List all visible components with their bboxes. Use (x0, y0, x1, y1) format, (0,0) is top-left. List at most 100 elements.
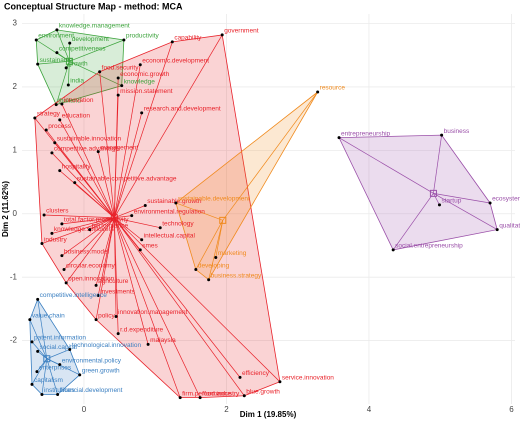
point-label: sustainable.growth (147, 198, 202, 205)
point-label: social.capital (40, 344, 78, 351)
point-label: competitiveness (59, 45, 106, 52)
point (34, 38, 38, 42)
point-label: clusters (46, 208, 69, 215)
point (44, 128, 48, 132)
point-label: environmental.regulation (134, 208, 206, 215)
centroid-link (433, 193, 440, 206)
point-label: sustainable (40, 57, 73, 64)
centroid-link (29, 319, 48, 359)
centroid-link (114, 217, 245, 396)
point-label: developing (198, 262, 230, 269)
y-tick-label: 2 (13, 82, 18, 91)
point (138, 63, 142, 67)
centroid-link (74, 182, 115, 218)
point (55, 51, 59, 55)
point-label: patent.information (34, 335, 86, 342)
point-label: capitalism (34, 377, 63, 384)
point (88, 228, 92, 232)
point-label: r.d.expenditure (120, 326, 163, 333)
centroid-link (67, 61, 70, 86)
x-tick-label: 0 (82, 405, 87, 414)
centroid-link (113, 112, 143, 218)
point-label: food.security (102, 64, 140, 71)
centroid-link (433, 193, 491, 204)
centroid-link (114, 217, 161, 229)
point-label: strategy (37, 111, 61, 118)
centroid-link (46, 358, 80, 376)
point (495, 228, 499, 232)
point-label: technology (162, 220, 194, 227)
point (58, 363, 62, 367)
centroid-link (114, 217, 241, 378)
point (120, 84, 124, 88)
point (58, 169, 62, 173)
point (140, 111, 144, 115)
point-label: knowledge.management (59, 23, 130, 30)
point (198, 396, 202, 400)
point (242, 394, 246, 398)
point-label: business.strategy (211, 272, 262, 279)
point (96, 294, 100, 298)
centroid-link (222, 91, 318, 221)
centroid-link (114, 34, 223, 218)
point (40, 242, 44, 246)
point-label: economic.development (142, 57, 209, 64)
point (28, 318, 32, 322)
point-label: industry (44, 236, 68, 243)
centroid-link (89, 217, 115, 230)
centroid-link (44, 214, 115, 219)
point (62, 268, 66, 272)
centroid-link (97, 151, 115, 218)
centroid-link (37, 299, 48, 359)
point (60, 254, 64, 258)
point-label: resource (320, 85, 346, 92)
centroid-link (51, 217, 115, 234)
point (138, 248, 142, 252)
point (116, 93, 120, 97)
y-tick-label: 1 (13, 145, 18, 154)
point (50, 231, 54, 235)
centroid-link (95, 217, 115, 286)
point (33, 116, 37, 120)
point-label: performance (92, 222, 129, 229)
centroid-link (208, 220, 224, 280)
point (238, 375, 242, 379)
point-label: smes (142, 243, 158, 250)
centroid-link (113, 217, 119, 334)
point (60, 222, 64, 226)
point-label: government (224, 28, 259, 35)
point (36, 349, 40, 353)
point-label: thailand (58, 97, 81, 104)
point (170, 40, 174, 44)
point (178, 396, 182, 400)
centroid-marker (43, 355, 51, 363)
point (488, 201, 492, 205)
y-tick-label: 0 (13, 209, 18, 218)
point-label: firm.performance (182, 390, 232, 397)
centroid-marker (110, 214, 118, 222)
point-label: value.chain (32, 312, 65, 319)
point (94, 318, 98, 322)
point (143, 204, 147, 208)
point (391, 248, 395, 252)
point-label: india (70, 78, 84, 85)
centroid-link (46, 358, 58, 395)
centroid-link (56, 29, 70, 62)
centroid-link (54, 142, 115, 218)
point (278, 380, 282, 384)
point (130, 214, 134, 218)
point (94, 283, 98, 287)
point (207, 278, 211, 282)
point-label: startup (441, 198, 461, 205)
centroid-link (113, 217, 201, 398)
centroid-link (56, 52, 70, 62)
centroid-link (114, 217, 142, 241)
point (35, 370, 39, 374)
centroid-link (61, 217, 115, 225)
centroid-link (113, 217, 149, 345)
point (96, 150, 100, 154)
centroid-link (69, 60, 122, 86)
point (114, 314, 118, 318)
point-label: environment (38, 33, 74, 40)
point-label: technological.innovation (72, 342, 142, 349)
